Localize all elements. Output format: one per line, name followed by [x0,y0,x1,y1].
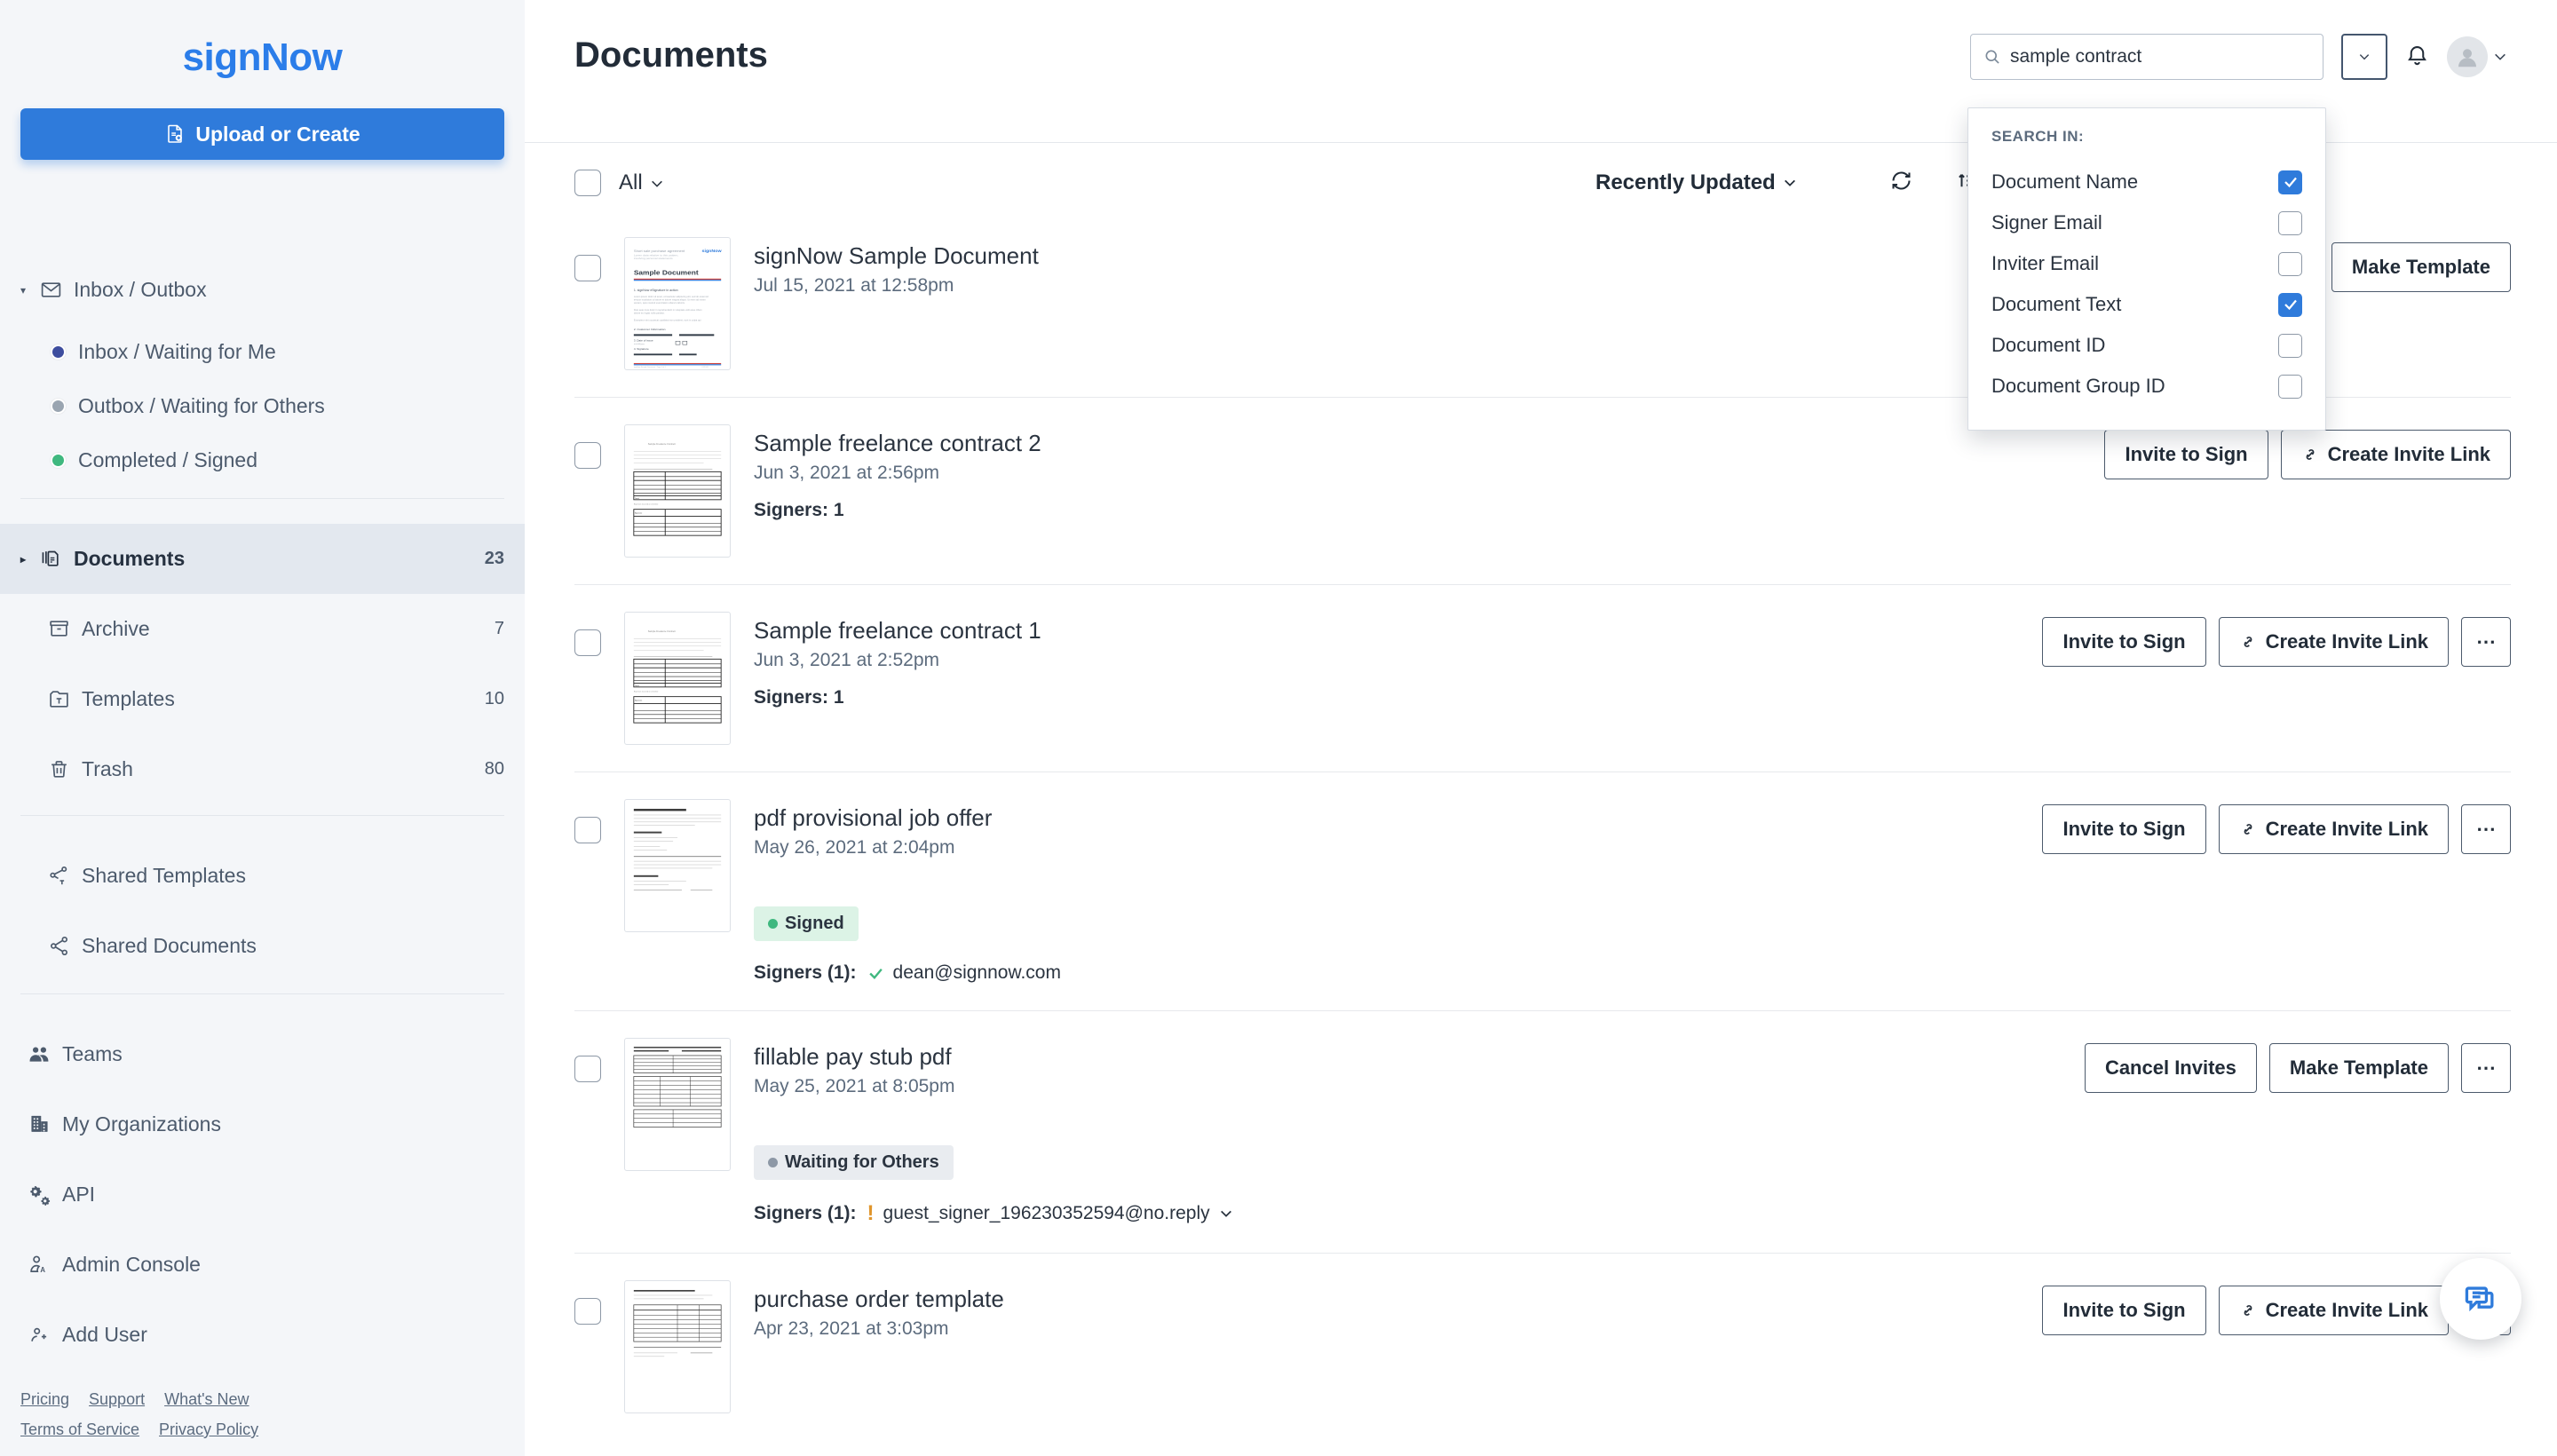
svg-text:involving personal statements: involving personal statements [634,257,673,260]
svg-text:Expenses incurred on or before: Expenses incurred on or before: [634,503,659,506]
svg-text:3. Date of issue: 3. Date of issue [634,338,653,342]
svg-text:Signature: Signature [635,700,642,702]
svg-text:Lorem ipsum dolor sit amet, co: Lorem ipsum dolor sit amet, consectetur … [634,296,709,298]
svg-text:veniam, quis nostrud exercitat: veniam, quis nostrud exercitation ullamc… [634,302,685,305]
svg-text:Expenses incurred on or before: Expenses incurred on or before: [634,691,659,693]
svg-text:Sample Document: Sample Document [634,269,699,276]
svg-text:Duis aute irure dolor in repre: Duis aute irure dolor in reprehenderit i… [634,309,702,312]
svg-text:07/15/21: 07/15/21 [702,367,709,368]
svg-text:mm/dd/yyyy: mm/dd/yyyy [634,344,645,345]
svg-text:Short sale purchase agreement: Short sale purchase agreement [634,249,685,253]
svg-text:Total:: Total: [635,497,640,500]
svg-text:signNow Sample Document · Page: signNow Sample Document · Page 1 of 1 [634,366,666,368]
svg-text:Signature: Signature [635,512,642,515]
svg-text:dolore eu fugiat nulla pariatu: dolore eu fugiat nulla pariatur. [634,313,665,315]
svg-text:2. Customer Information: 2. Customer Information [634,328,666,331]
svg-text:signNow: signNow [702,249,722,254]
svg-text:tempor incididunt ut labore et: tempor incididunt ut labore et dolore ma… [634,299,706,302]
svg-text:Total:: Total: [635,684,640,687]
svg-text:Excepteur sint occaecat cupida: Excepteur sint occaecat cupidatat non pr… [634,319,701,321]
svg-text:4. Signature: 4. Signature [634,347,649,351]
svg-text:Sample Freelance Contract: Sample Freelance Contract [648,442,676,446]
svg-text:Sample Freelance Contract: Sample Freelance Contract [648,629,676,633]
svg-text:A: A [40,1266,45,1274]
svg-text:1. signNow eSignature in actio: 1. signNow eSignature in action [634,289,678,292]
